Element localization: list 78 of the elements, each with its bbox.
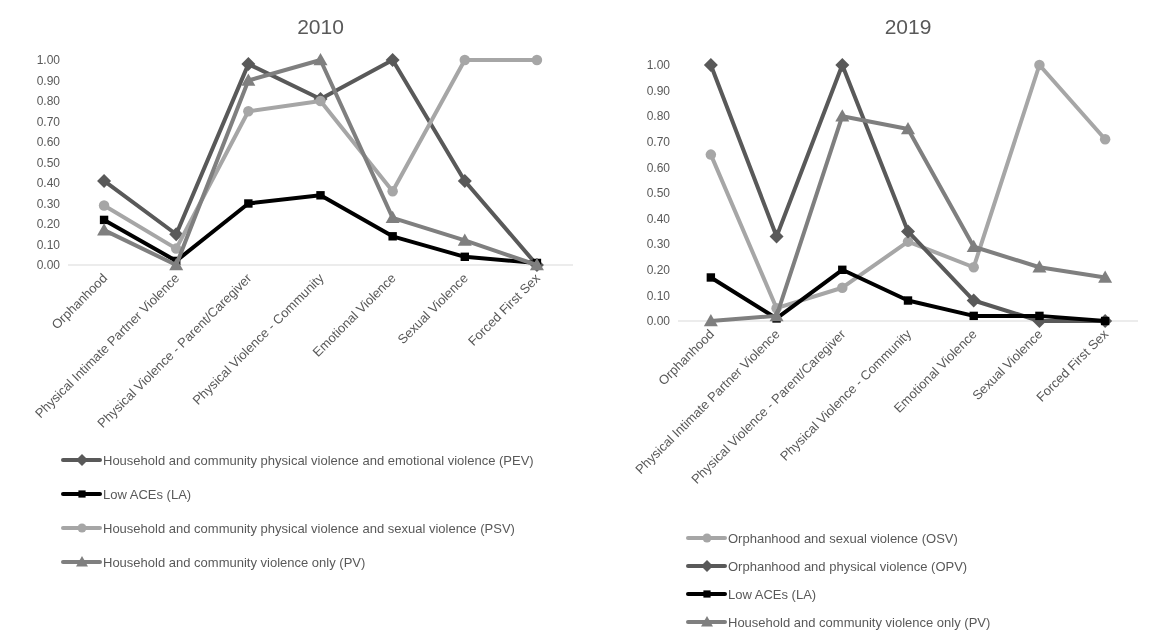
point [169,258,184,271]
legend-label: Household and community physical violence and sexual violence (PSV) [103,520,515,536]
y-tick-label: 0.70 [646,135,671,149]
point [459,54,471,66]
y-tick-label: 0.90 [646,83,671,98]
point [1034,59,1045,71]
point [169,227,184,242]
point [313,53,328,66]
y-tick-label: 0.80 [646,109,671,124]
chart-title: 2010 [297,15,344,38]
y-tick-label: 0.50 [646,186,671,201]
y-tick-label: 0.20 [36,217,61,232]
point [243,106,254,117]
legend-label: Household and community physical violence and emotional violence (PEV) [103,452,534,468]
legend-label: Household and community violence only (PV) [728,614,991,630]
y-tick-label: 1.00 [646,58,671,73]
point [98,200,110,211]
point [1099,133,1111,145]
point [170,243,182,254]
point [769,229,784,244]
point [99,215,109,225]
point [1032,260,1047,273]
point [835,58,850,72]
y-tick-label: 0.30 [646,237,671,252]
y-tick-label: 0.10 [646,288,671,303]
point [460,252,469,261]
point [703,58,718,72]
point [1035,311,1044,321]
y-tick-label: 1.00 [36,53,61,68]
y-tick-label: 0.30 [36,196,61,211]
point [385,210,400,224]
point [969,311,978,321]
point [1098,270,1113,283]
point [837,282,848,293]
point [97,223,112,236]
point [835,109,850,122]
point [315,95,326,107]
y-tick-label: 0.60 [36,135,61,150]
y-tick-label: 0.00 [646,314,671,329]
y-tick-label: 0.70 [36,114,61,129]
y-tick-label: 0.10 [36,237,61,252]
y-tick-label: 0.00 [36,258,61,273]
y-tick-label: 0.50 [36,155,61,170]
point [703,314,718,327]
point [706,273,716,282]
point [241,57,256,72]
point [966,293,981,308]
y-tick-label: 0.40 [36,176,61,191]
point [705,149,717,160]
y-tick-label: 0.80 [36,94,61,109]
y-tick-label: 0.90 [36,73,61,88]
point [244,199,253,208]
legend-label: Orphanhood and physical violence (OPV) [728,558,968,574]
point [966,239,981,253]
point [385,53,400,67]
point [901,224,915,239]
chart-title: 2019 [884,15,932,38]
point [457,173,472,188]
legend-label: Low ACEs (LA) [728,586,817,602]
point [457,233,472,246]
point [838,265,847,274]
point [241,73,256,86]
y-tick-label: 0.60 [646,160,671,175]
point [968,261,979,273]
y-tick-label: 0.40 [646,211,671,226]
point [387,185,398,197]
point [316,191,325,200]
point [97,173,112,188]
point [903,296,913,305]
point [769,308,784,322]
point [902,236,914,247]
point [531,54,543,66]
point [388,232,397,241]
legend-label: Orphanhood and sexual violence (OSV) [728,530,958,546]
y-tick-label: 0.20 [646,263,671,277]
legend-label: Low ACEs (LA) [103,486,192,502]
point [901,122,915,135]
legend-label: Household and community violence only (PV) [103,554,366,570]
